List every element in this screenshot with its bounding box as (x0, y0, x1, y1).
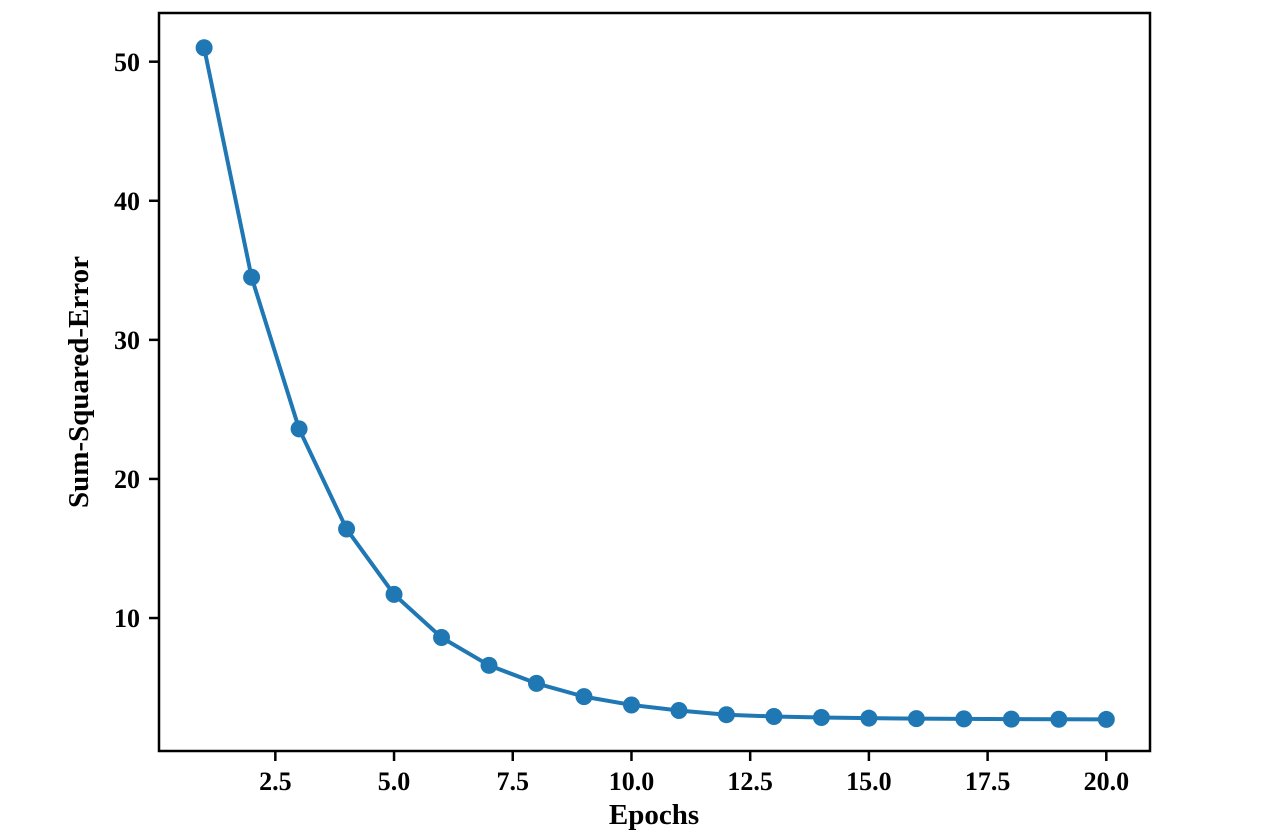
data-point-marker (670, 702, 688, 720)
x-tick-label: 12.5 (727, 767, 773, 796)
data-point-marker (860, 709, 878, 727)
axes-spines (157, 11, 1152, 753)
data-point-marker (1097, 710, 1115, 728)
data-point-marker (195, 39, 213, 57)
error-curve-line (202, 45, 1109, 722)
y-axis-title: Sum-Squared-Error (63, 256, 95, 508)
data-point-marker (955, 710, 973, 728)
data-layer (195, 39, 1115, 728)
ticks-layer: 2.5 5.0 7.5 10.0 12.5 15.0 17.5 20.0 10 20 30 40 50 (114, 48, 1129, 796)
y-tick-label: 50 (114, 48, 140, 77)
data-point-marker (480, 656, 498, 674)
data-point-marker (528, 674, 546, 692)
x-tick-label: 10.0 (609, 767, 655, 796)
data-point-marker (812, 708, 830, 726)
data-point-marker (1050, 710, 1068, 728)
x-tick-label: 5.0 (378, 767, 411, 796)
data-point-marker (385, 585, 403, 603)
x-tick-label: 7.5 (497, 767, 530, 796)
data-point-marker (575, 688, 593, 706)
x-axis-title: Epochs (609, 799, 699, 831)
data-point-marker (622, 696, 640, 714)
data-point-marker (765, 708, 783, 726)
x-tick-label: 2.5 (259, 767, 292, 796)
data-point-marker (338, 520, 356, 538)
data-point-marker (1002, 710, 1020, 728)
data-point-marker (243, 268, 261, 286)
data-point-marker (290, 420, 308, 438)
data-point-marker (907, 710, 925, 728)
data-point-marker (717, 706, 735, 724)
y-tick-label: 20 (114, 465, 140, 494)
y-tick-label: 10 (114, 604, 140, 633)
y-tick-label: 30 (114, 326, 140, 355)
x-tick-label: 17.5 (965, 767, 1011, 796)
x-tick-label: 15.0 (846, 767, 892, 796)
y-tick-label: 40 (114, 187, 140, 216)
data-point-marker (433, 629, 451, 647)
x-tick-label: 20.0 (1084, 767, 1130, 796)
